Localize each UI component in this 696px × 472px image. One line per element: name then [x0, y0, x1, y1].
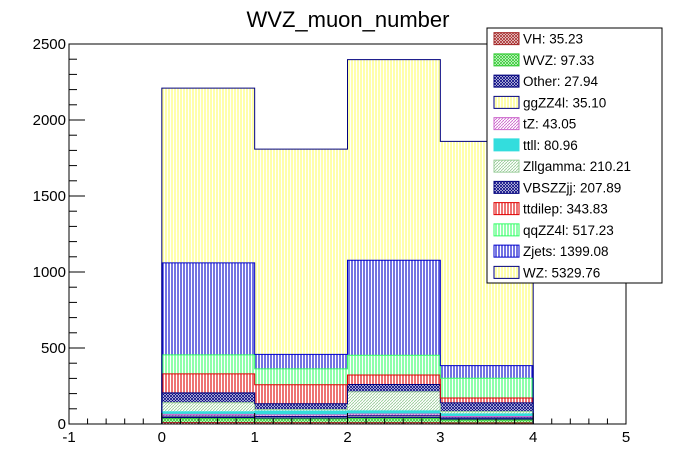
bar-ttdilep-bin2: [347, 375, 441, 385]
bar-zllgamma-bin1: [254, 409, 348, 412]
bar-vbszzjj-bin0: [161, 392, 255, 403]
outline-ttdilep: [161, 373, 534, 424]
bar-wz-bin0: [161, 88, 255, 263]
outline-qqzz4l: [161, 354, 534, 424]
legend-label-vh: VH: 35.23: [523, 32, 583, 47]
chart-title: WVZ_muon_number: [247, 7, 450, 32]
x-tick-label: 5: [622, 429, 630, 446]
bar-zllgamma-bin2: [347, 391, 441, 411]
legend-swatch-vbszzjj: [493, 180, 520, 194]
bar-tz-bin3: [440, 416, 534, 418]
legend-swatch-tz: [493, 117, 520, 131]
x-tick-label: 4: [529, 429, 537, 446]
y-tick-label: 1000: [33, 264, 66, 281]
legend-label-wvz: WVZ: 97.33: [523, 53, 594, 68]
legend-swatch-zllgamma: [493, 159, 520, 173]
bar-other-bin2: [347, 417, 441, 419]
bar-tz-bin2: [347, 413, 441, 416]
bar-tz-bin1: [254, 414, 348, 417]
bar-vh-bin0: [161, 422, 255, 424]
legend-label-ttll: ttll: 80.96: [523, 138, 578, 153]
bar-ggzz4l-bin0: [161, 416, 255, 418]
bar-wvz-bin2: [347, 418, 441, 423]
outline-vbszzjj: [161, 383, 534, 424]
bar-qqzz4l-bin0: [161, 354, 255, 374]
legend-swatch-wz: [493, 265, 520, 279]
legend-label-wz: WZ: 5329.76: [523, 265, 600, 280]
x-tick-label: 0: [158, 429, 166, 446]
bar-ttll-bin2: [347, 410, 441, 414]
bars-group: [161, 59, 534, 424]
legend-label-zjets: Zjets: 1399.08: [523, 244, 609, 259]
bar-zjets-bin0: [161, 262, 255, 355]
bar-vh-bin2: [347, 422, 441, 424]
x-tick-label: -1: [62, 429, 75, 446]
bar-wz-bin2: [347, 59, 441, 261]
legend-swatch-ttll: [493, 138, 520, 152]
bar-ttll-bin1: [254, 411, 348, 415]
legend-label-ggzz4l: ggZZ4l: 35.10: [523, 95, 606, 110]
legend-swatch-zjets: [493, 244, 520, 258]
bar-vh-bin3: [440, 422, 534, 424]
bar-zjets-bin2: [347, 260, 441, 356]
bar-zjets-bin1: [254, 354, 348, 369]
bar-ggzz4l-bin1: [254, 416, 348, 418]
bar-qqzz4l-bin2: [347, 355, 441, 376]
bar-zllgamma-bin3: [440, 411, 534, 414]
bar-vbszzjj-bin2: [347, 384, 441, 392]
y-tick-label: 500: [41, 340, 66, 357]
bar-other-bin1: [254, 417, 348, 419]
legend: VH: 35.23 WVZ: 97.33 Other: 27.94 ggZZ4l: 3…: [486, 27, 663, 284]
bar-wvz-bin3: [440, 419, 534, 423]
bar-zjets-bin3: [440, 365, 534, 379]
legend-swatch-wvz: [493, 53, 520, 67]
y-tick-label: 2000: [33, 112, 66, 129]
legend-swatch-ggzz4l: [493, 95, 520, 109]
legend-label-tz: tZ: 43.05: [523, 117, 576, 132]
y-tick-label: 1500: [33, 188, 66, 205]
y-tick-label: 0: [58, 416, 66, 433]
legend-swatch-qqzz4l: [493, 223, 520, 237]
legend-label-vbszzjj: VBSZZjj: 207.89: [523, 180, 621, 195]
outline-ttll: [161, 410, 534, 424]
legend-swatch-ttdilep: [493, 202, 520, 216]
legend-swatch-vh: [493, 32, 520, 46]
bar-zllgamma-bin0: [161, 402, 255, 412]
x-tick-label: 1: [250, 429, 258, 446]
bar-ttdilep-bin0: [161, 373, 255, 393]
bar-ggzz4l-bin3: [440, 417, 534, 419]
bar-ttll-bin0: [161, 411, 255, 415]
bar-vbszzjj-bin1: [254, 403, 348, 410]
legend-box: [486, 27, 663, 284]
bar-qqzz4l-bin3: [440, 378, 534, 399]
bar-wvz-bin1: [254, 418, 348, 423]
bar-wvz-bin0: [161, 418, 255, 423]
bar-other-bin0: [161, 417, 255, 419]
bar-ttdilep-bin3: [440, 398, 534, 403]
bar-ttll-bin3: [440, 413, 534, 417]
bar-ggzz4l-bin2: [347, 415, 441, 418]
bar-qqzz4l-bin1: [254, 368, 348, 385]
legend-swatch-other: [493, 74, 520, 88]
bar-tz-bin0: [161, 414, 255, 417]
legend-label-ttdilep: ttdilep: 343.83: [523, 202, 608, 217]
bar-wz-bin1: [254, 149, 348, 355]
bar-ttdilep-bin1: [254, 384, 348, 404]
y-tick-label: 2500: [33, 36, 66, 53]
legend-label-other: Other: 27.94: [523, 74, 599, 89]
outline-zjets: [161, 259, 534, 424]
legend-label-zllgamma: Zllgamma: 210.21: [523, 159, 631, 174]
x-tick-label: 2: [343, 429, 351, 446]
legend-label-qqzz4l: qqZZ4l: 517.23: [523, 223, 614, 238]
bar-vh-bin1: [254, 422, 348, 424]
x-tick-label: 3: [436, 429, 444, 446]
bar-vbszzjj-bin3: [440, 402, 534, 412]
